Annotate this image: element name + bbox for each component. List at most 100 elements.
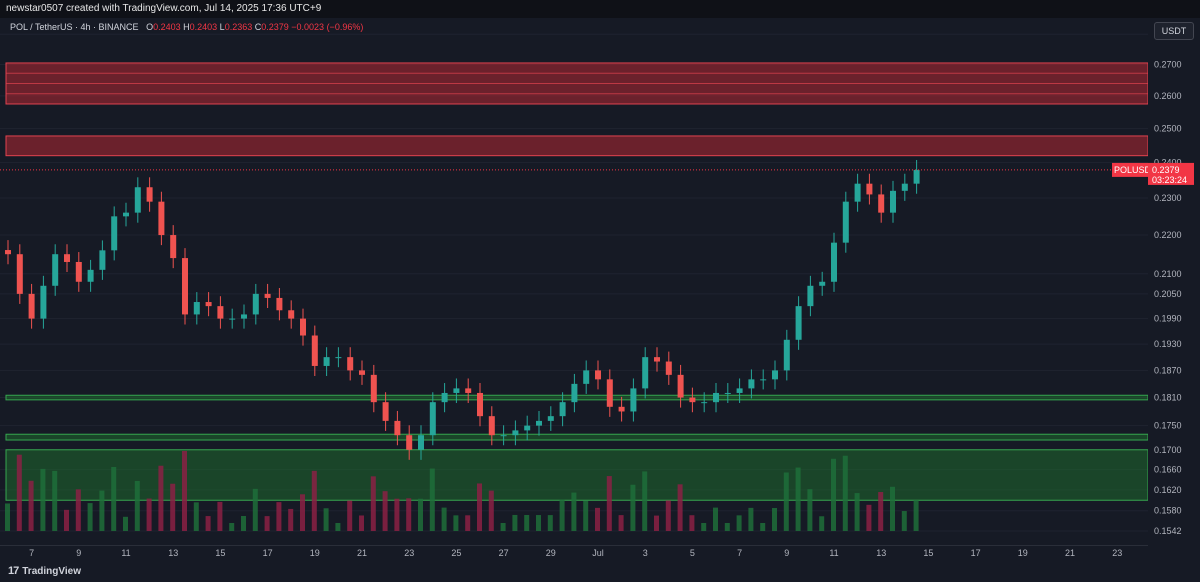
volume-bar-down (311, 470, 317, 531)
price-tick-label: 0.1870 (1154, 365, 1182, 375)
candle-up (441, 392, 448, 403)
time-axis[interactable]: 7 9 11 13 15 17 19 21 23 25 27 29 Jul 3 5 7 9 11 13 15 17 19 2… (0, 545, 1148, 558)
time-tick-label: 13 (168, 548, 178, 558)
candle-down (28, 293, 35, 319)
volume-bar-down (665, 500, 671, 531)
volume-bar-down (606, 476, 612, 531)
time-tick-label: 7 (737, 548, 742, 558)
time-tick-label: 25 (451, 548, 461, 558)
volume-bar-down (170, 483, 176, 531)
time-tick-label: 7 (29, 548, 34, 558)
volume-bar-down (182, 451, 187, 531)
volume-bar-up (854, 493, 860, 531)
candle-down (477, 392, 483, 417)
price-axis-ticks: 0.28000.27000.26000.25000.24000.23000.22… (1148, 29, 1194, 536)
volume-bar-up (441, 507, 447, 531)
candle-up (795, 306, 802, 340)
candle-down (677, 374, 684, 398)
last-price-tag: POLUSDT (1112, 162, 1157, 177)
volume-bar-up (772, 508, 777, 531)
symbol-label[interactable]: POL / TetherUS · 4h · BINANCE (10, 22, 139, 32)
candle-down (16, 254, 23, 294)
time-tick-label: 19 (1018, 548, 1028, 558)
volume-bar-down (677, 484, 683, 531)
open-label: O (146, 22, 154, 32)
time-tick-label: 5 (690, 548, 695, 558)
candle-up (901, 183, 908, 191)
candle-up (193, 302, 200, 315)
price-tick-label: 0.1542 (1154, 526, 1182, 536)
candle-up (418, 435, 424, 450)
candle-up (571, 383, 578, 403)
volume-bar-up (453, 515, 459, 531)
time-tick-label: 19 (310, 548, 320, 558)
volume-bar-up (111, 467, 117, 531)
candle-down (689, 397, 696, 403)
price-tick-label: 0.1580 (1154, 506, 1182, 516)
candle-up (831, 242, 837, 282)
volume-bar-up (583, 500, 589, 531)
volume-bar-down (300, 494, 305, 531)
volume-bar-up (842, 455, 848, 531)
volume-bar-down (878, 492, 884, 531)
candle-up (748, 379, 755, 389)
candle-up (913, 169, 920, 184)
candle-down (654, 357, 660, 362)
tradingview-logo-icon: 17 (8, 565, 19, 577)
volume-bar-up (901, 511, 907, 531)
time-tick-label: 3 (643, 548, 648, 558)
time-tick-label: 11 (829, 548, 838, 558)
candle-up (453, 388, 460, 393)
price-axis[interactable]: 0.28000.27000.26000.25000.24000.23000.22… (1148, 18, 1200, 545)
volume-bar-up (5, 503, 10, 531)
volume-bar-up (571, 492, 577, 531)
volume-bar-up (229, 523, 235, 531)
candle-up (123, 212, 129, 217)
candle-down (394, 420, 401, 436)
candle-down (606, 379, 613, 407)
volume-bar-up (701, 523, 707, 531)
currency-button[interactable]: USDT (1154, 22, 1194, 40)
time-tick-label: 29 (546, 548, 556, 558)
candle-up (429, 402, 436, 436)
candle-up (99, 250, 106, 270)
candle-up (772, 370, 778, 380)
volume-bar-down (689, 515, 695, 531)
volume-bar-down (465, 515, 471, 531)
volume-bar-down (595, 507, 600, 531)
candle-up (512, 430, 519, 436)
resistance-zone (5, 135, 1149, 157)
candle-down (64, 254, 70, 262)
candle-down (311, 335, 318, 366)
volume-bar-up (52, 470, 58, 531)
candle-down (170, 235, 177, 259)
volume-bar-up (418, 498, 423, 531)
time-tick-label: 27 (499, 548, 509, 558)
price-tick-label: 0.1930 (1154, 339, 1182, 349)
volume-bar-down (477, 483, 482, 531)
volume-bar-up (819, 516, 825, 531)
candle-up (724, 392, 731, 394)
time-tick-label: 15 (923, 548, 933, 558)
candlestick-chart[interactable]: POLUSDT (0, 18, 1157, 545)
chart-pane[interactable]: POLUSDT (0, 18, 1157, 545)
time-tick-label: Jul (592, 548, 604, 558)
price-tick-label: 0.2500 (1154, 124, 1182, 134)
volume-bar-up (760, 523, 766, 531)
candle-up (642, 357, 649, 389)
candle-up (890, 190, 896, 213)
candle-up (536, 420, 542, 426)
candle-down (465, 388, 472, 393)
candle-down (347, 357, 354, 371)
volume-bar-up (795, 467, 801, 531)
volume-bar-up (630, 484, 636, 531)
volume-bar-up (783, 472, 789, 531)
price-tick-label: 0.1750 (1154, 421, 1182, 431)
volume-bar-down (146, 498, 152, 531)
candle-down (5, 250, 11, 255)
candle-down (158, 201, 165, 236)
price-axis-tag-countdown: 03:23:24 (1152, 175, 1187, 185)
time-tick-label: 17 (263, 548, 273, 558)
last-price-tag-symbol-bg (1112, 162, 1148, 177)
tradingview-logo[interactable]: 17 TradingView (8, 565, 81, 577)
